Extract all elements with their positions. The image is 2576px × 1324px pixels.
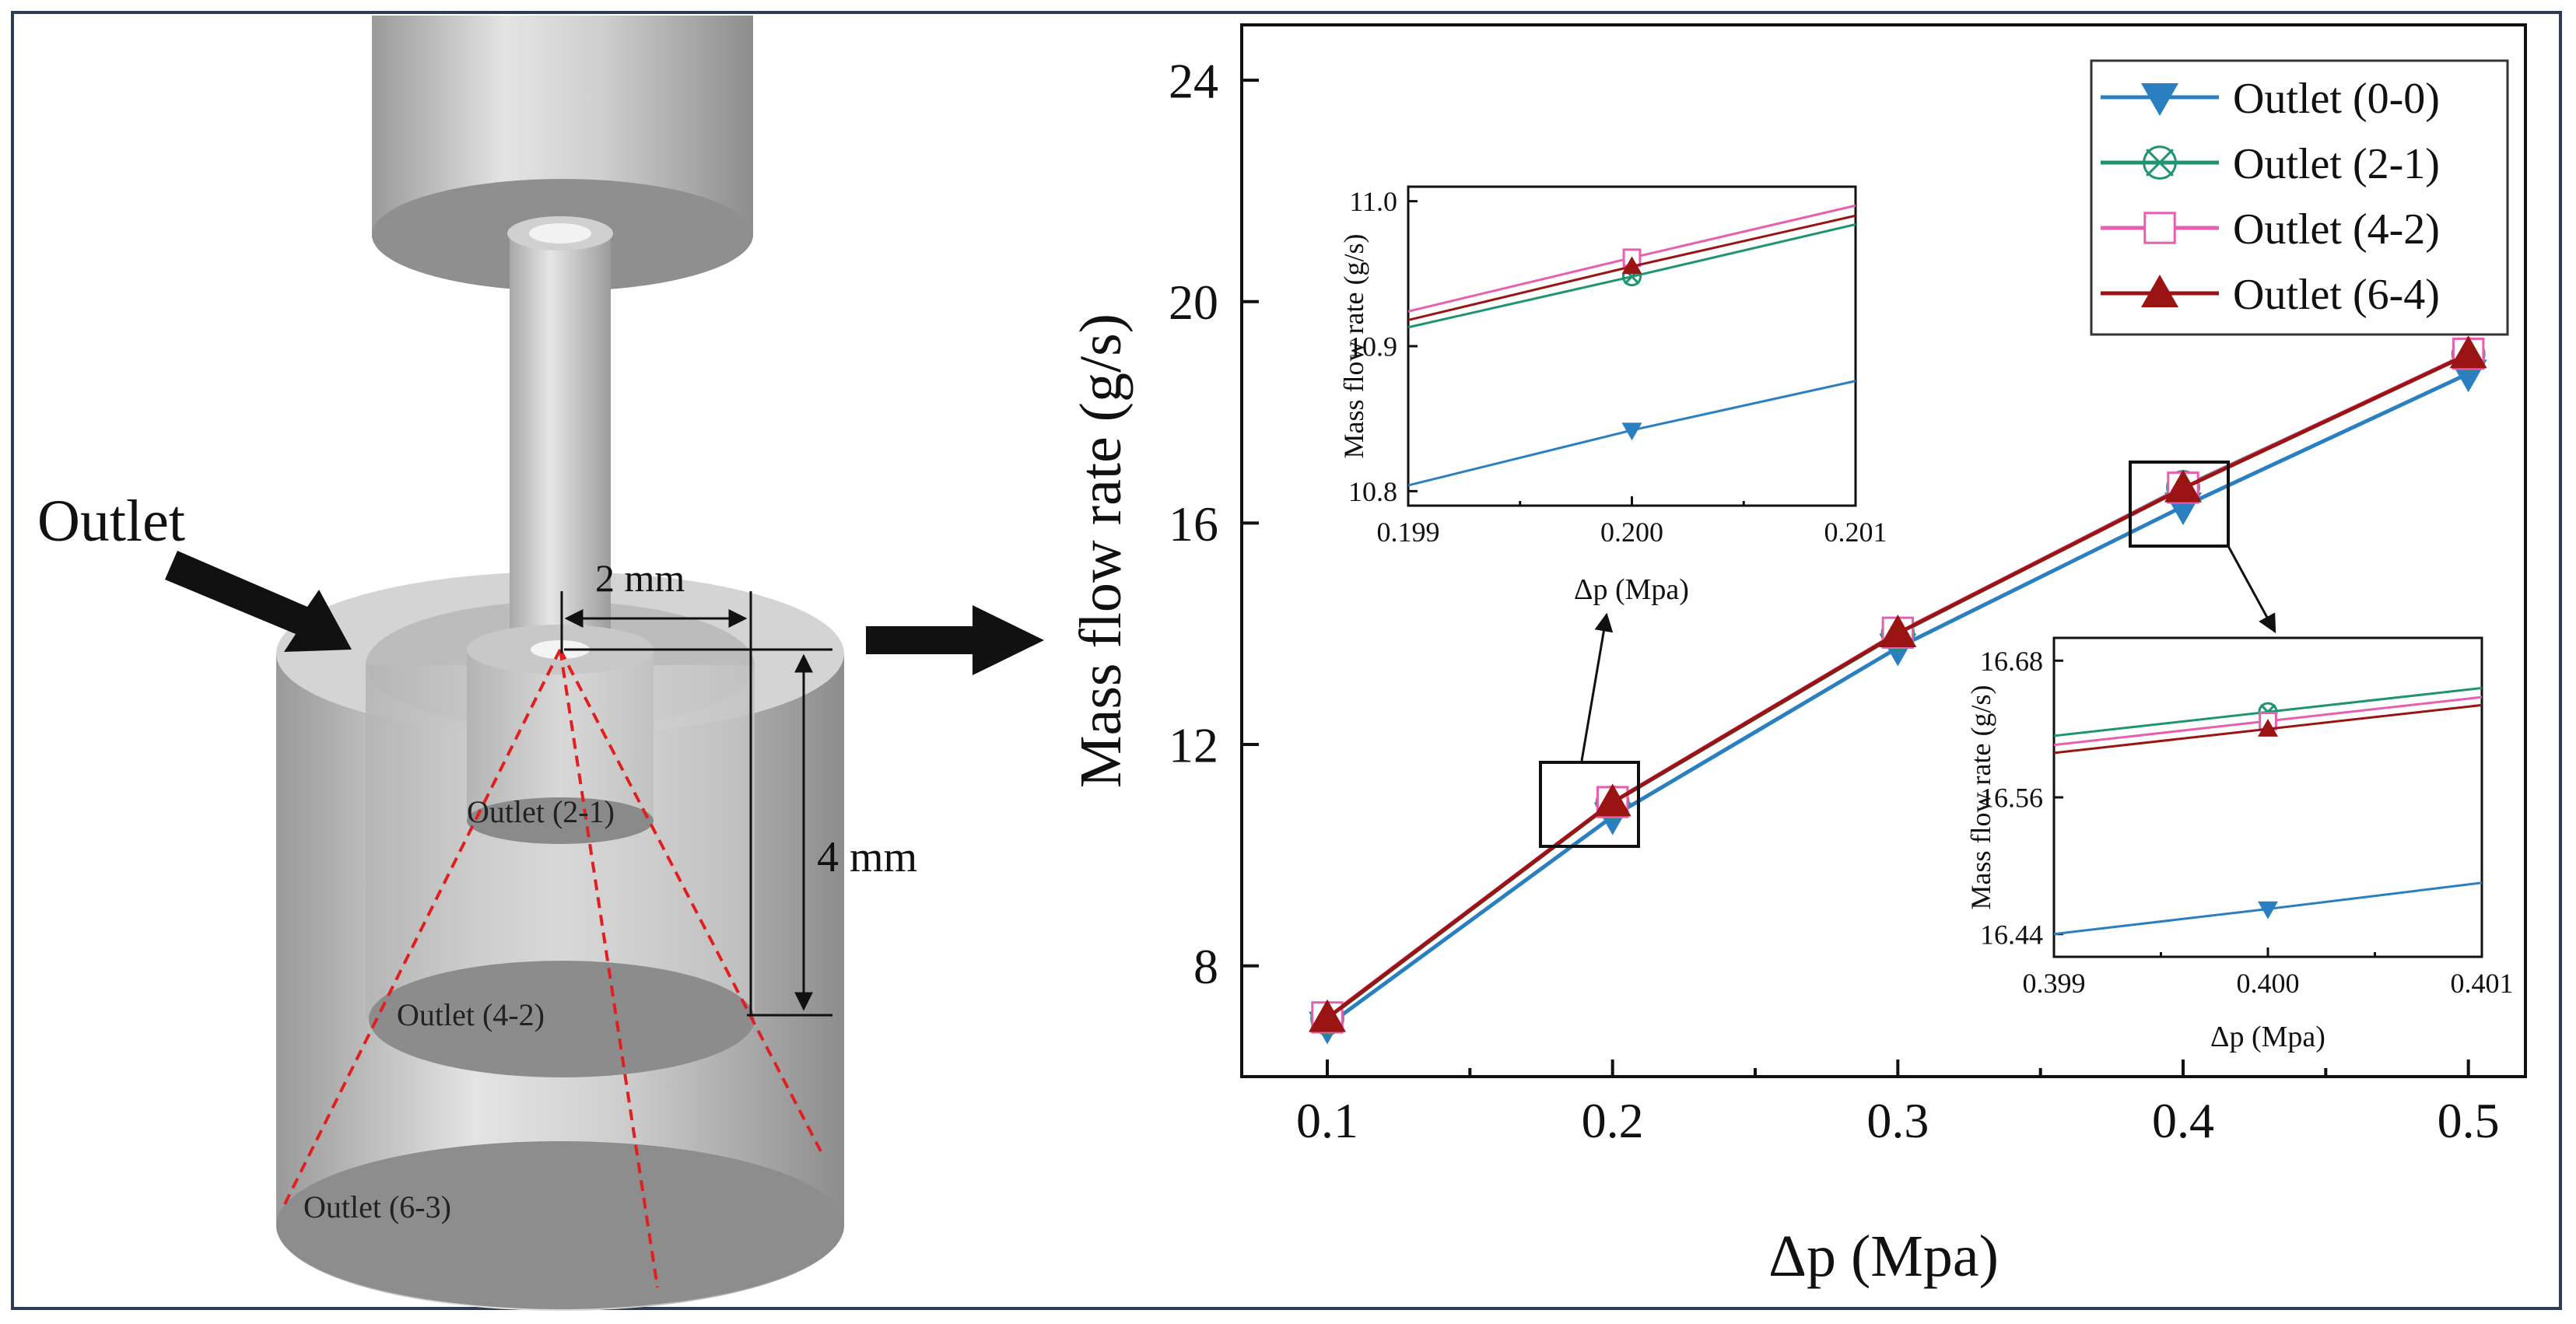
x-tick-label-0.199: 0.199 [1377, 517, 1440, 548]
y-tick-label-10.9: 10.9 [1348, 331, 1397, 363]
inset2-series [2053, 686, 2483, 936]
x-tick-label-0.200: 0.200 [1600, 517, 1663, 548]
legend-marker-Outlet (4-2) [2143, 212, 2176, 244]
main-y-axis-label: Mass flow rate (g/s) [1068, 313, 1134, 788]
small-cup-body [467, 650, 654, 821]
outlet-6-3-label: Outlet (6-3) [303, 1189, 451, 1224]
point-Outlet (0-0)-0.2 [1621, 422, 1642, 441]
inset2-x-axis-label: Δp (Mpa) [2210, 1021, 2325, 1053]
legend-marker-Outlet (2-1) [2143, 145, 2177, 180]
dimension-lines [560, 591, 832, 1017]
inset2-axes: 0.399 0.400 0.401 16.44 16.56 16.68 [1980, 646, 2514, 999]
legend-marker-Outlet (0-0) [2141, 83, 2178, 116]
point-Outlet (6-4)-0.4 [2258, 719, 2278, 737]
spray-line-right [559, 649, 822, 1152]
zoom-box-0.2 [1539, 761, 1640, 848]
main-axes: 0.1 0.2 0.3 0.4 0.5 8 12 16 20 24 [1169, 54, 2500, 1148]
outlet-label: Outlet [37, 489, 185, 554]
spray-cone-lines [282, 649, 822, 1288]
point-Outlet (6-4)-0.2 [1593, 783, 1631, 817]
inset-chart-0.2: 0.199 0.200 0.201 10.8 10.9 11.0 Δp (Mpa) Mas… [1338, 185, 1887, 606]
y-tick-label-16: 16 [1169, 496, 1218, 552]
to-chart-arrow [866, 605, 1044, 675]
x-tick-label-0.3: 0.3 [1866, 1093, 1929, 1148]
zoom-arrow-0.4 [2227, 545, 2276, 634]
dim-height-label: 4 mm [817, 833, 917, 881]
dim-width-label: 2 mm [595, 556, 685, 600]
x-tick-label-0.2: 0.2 [1582, 1093, 1644, 1148]
outlet-4-2-face [369, 961, 755, 1077]
legend-label-Outlet (4-2): Outlet (4-2) [2233, 205, 2440, 254]
inset1-frame [1407, 185, 1857, 507]
point-Outlet (6-4)-0.2 [1621, 256, 1642, 275]
outlet-2-1-face [467, 797, 654, 844]
main-plot-frame [1240, 23, 2527, 1078]
x-tick-label-0.1: 0.1 [1296, 1093, 1358, 1148]
legend-label-Outlet (6-4): Outlet (6-4) [2233, 271, 2440, 319]
outlet-pointer-arrow [165, 551, 352, 652]
y-tick-label-8: 8 [1193, 939, 1218, 994]
inset1-series [1407, 204, 1856, 487]
x-tick-label-0.201: 0.201 [1824, 517, 1887, 548]
stem-bore [529, 223, 591, 243]
x-tick-label-0.4: 0.4 [2152, 1093, 2214, 1148]
zoom-arrow-0.2 [1580, 612, 1614, 762]
y-tick-label-12: 12 [1169, 717, 1218, 772]
point-Outlet (6-4)-0.3 [1879, 615, 1917, 648]
main-x-axis-label: Δp (Mpa) [1768, 1224, 1999, 1289]
legend-label-Outlet (0-0): Outlet (0-0) [2233, 75, 2440, 123]
point-Outlet (6-4)-0.4 [2164, 469, 2202, 503]
y-tick-label-10.8: 10.8 [1348, 476, 1397, 507]
y-tick-label-11.0: 11.0 [1349, 186, 1397, 217]
inset1-y-axis-label: Mass flow rate (g/s) [1338, 234, 1369, 459]
outlet-2-1-label: Outlet (2-1) [467, 794, 615, 829]
x-tick-label-0.399: 0.399 [2023, 968, 2086, 999]
y-tick-label-16.68: 16.68 [1980, 646, 2043, 677]
x-tick-label-0.5: 0.5 [2438, 1093, 2500, 1148]
legend: Outlet (0-0) Outlet (2-1) Outlet (4-2) Outl… [2090, 59, 2509, 336]
y-tick-label-16.44: 16.44 [1980, 919, 2043, 950]
outlet-6-3-face [276, 1141, 844, 1309]
inset1-x-axis-label: Δp (Mpa) [1574, 573, 1689, 606]
y-tick-label-24: 24 [1169, 54, 1218, 109]
point-Outlet (6-4)-0.1 [1309, 999, 1346, 1032]
spray-line-left [282, 649, 562, 1207]
zoom-box-0.4 [2129, 461, 2230, 548]
x-tick-label-0.401: 0.401 [2451, 968, 2514, 999]
x-tick-label-0.400: 0.400 [2237, 968, 2300, 999]
outlet-4-2-label: Outlet (4-2) [397, 997, 545, 1032]
spray-line-center [559, 649, 659, 1288]
y-tick-label-20: 20 [1169, 275, 1218, 330]
main-chart: 0.1 0.2 0.3 0.4 0.5 8 12 16 20 24 Δp (Mpa) Mass f… [1068, 23, 2527, 1289]
point-Outlet (6-4)-0.5 [2449, 335, 2487, 369]
y-tick-label-16.56: 16.56 [1980, 783, 2043, 814]
main-series [1309, 335, 2487, 1045]
nozzle-diagram: 2 mm 4 mm Outlet Outlet (2-1) Outlet (4-… [37, 16, 1044, 1311]
legend-label-Outlet (2-1): Outlet (2-1) [2233, 140, 2440, 188]
inset1-axes: 0.199 0.200 0.201 10.8 10.9 11.0 [1348, 186, 1887, 548]
figure-frame [11, 11, 2562, 1310]
inset2-y-axis-label: Mass flow rate (g/s) [1965, 685, 1996, 910]
legend-marker-Outlet (6-4) [2141, 275, 2178, 307]
point-Outlet (0-0)-0.4 [2258, 901, 2278, 919]
